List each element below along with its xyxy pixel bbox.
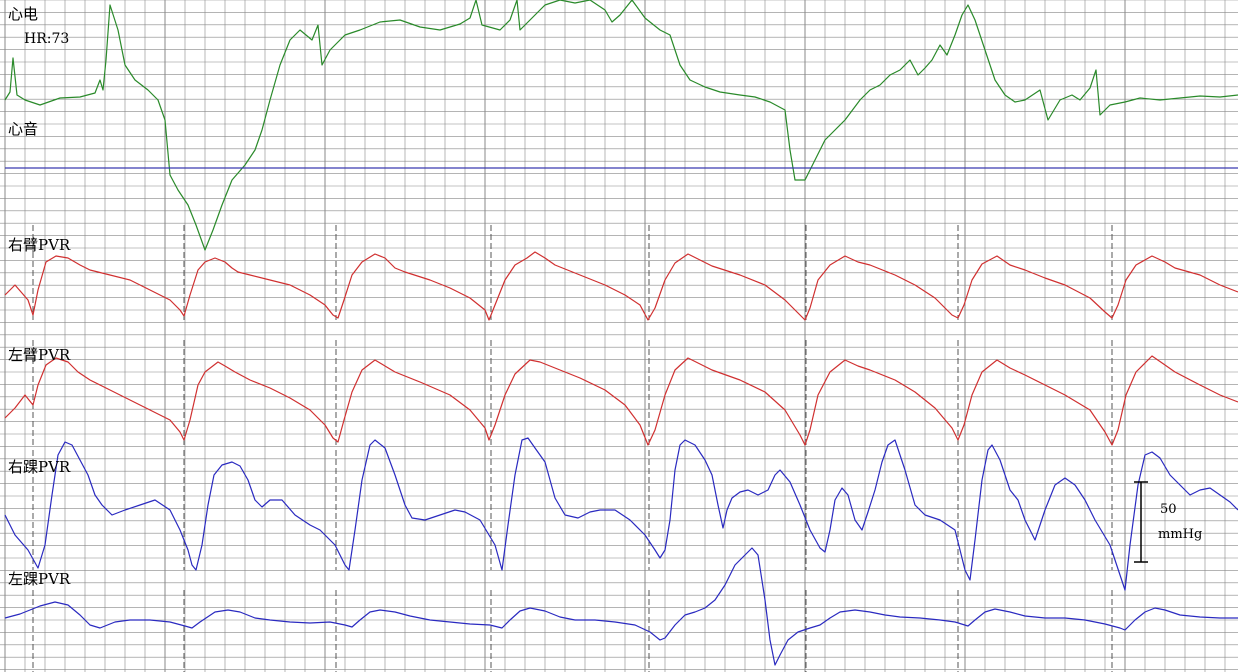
- left-arm-pvr-trace: [4, 355, 1238, 446]
- ecg-trace: [4, 0, 1238, 251]
- scale-value: 50: [1160, 502, 1177, 517]
- traces: [4, 0, 1238, 666]
- left-ankle-pvr-label: 左踝PVR: [8, 570, 71, 588]
- heart-rate-readout: HR:73: [24, 31, 70, 47]
- left-ankle-pvr-trace: [4, 547, 1238, 666]
- right-arm-pvr-label: 右臂PVR: [8, 236, 71, 254]
- right-ankle-pvr-label: 右踝PVR: [8, 458, 71, 476]
- left-arm-pvr-label: 左臂PVR: [8, 346, 71, 364]
- ecg-label: 心电: [8, 5, 39, 23]
- scale-unit: mmHg: [1158, 527, 1203, 542]
- heart-sound-label: 心音: [8, 120, 39, 138]
- right-ankle-pvr-trace: [4, 437, 1238, 591]
- beat-markers: [32, 225, 1113, 672]
- scale-bar: [1134, 481, 1148, 563]
- right-arm-pvr-trace: [4, 251, 1238, 321]
